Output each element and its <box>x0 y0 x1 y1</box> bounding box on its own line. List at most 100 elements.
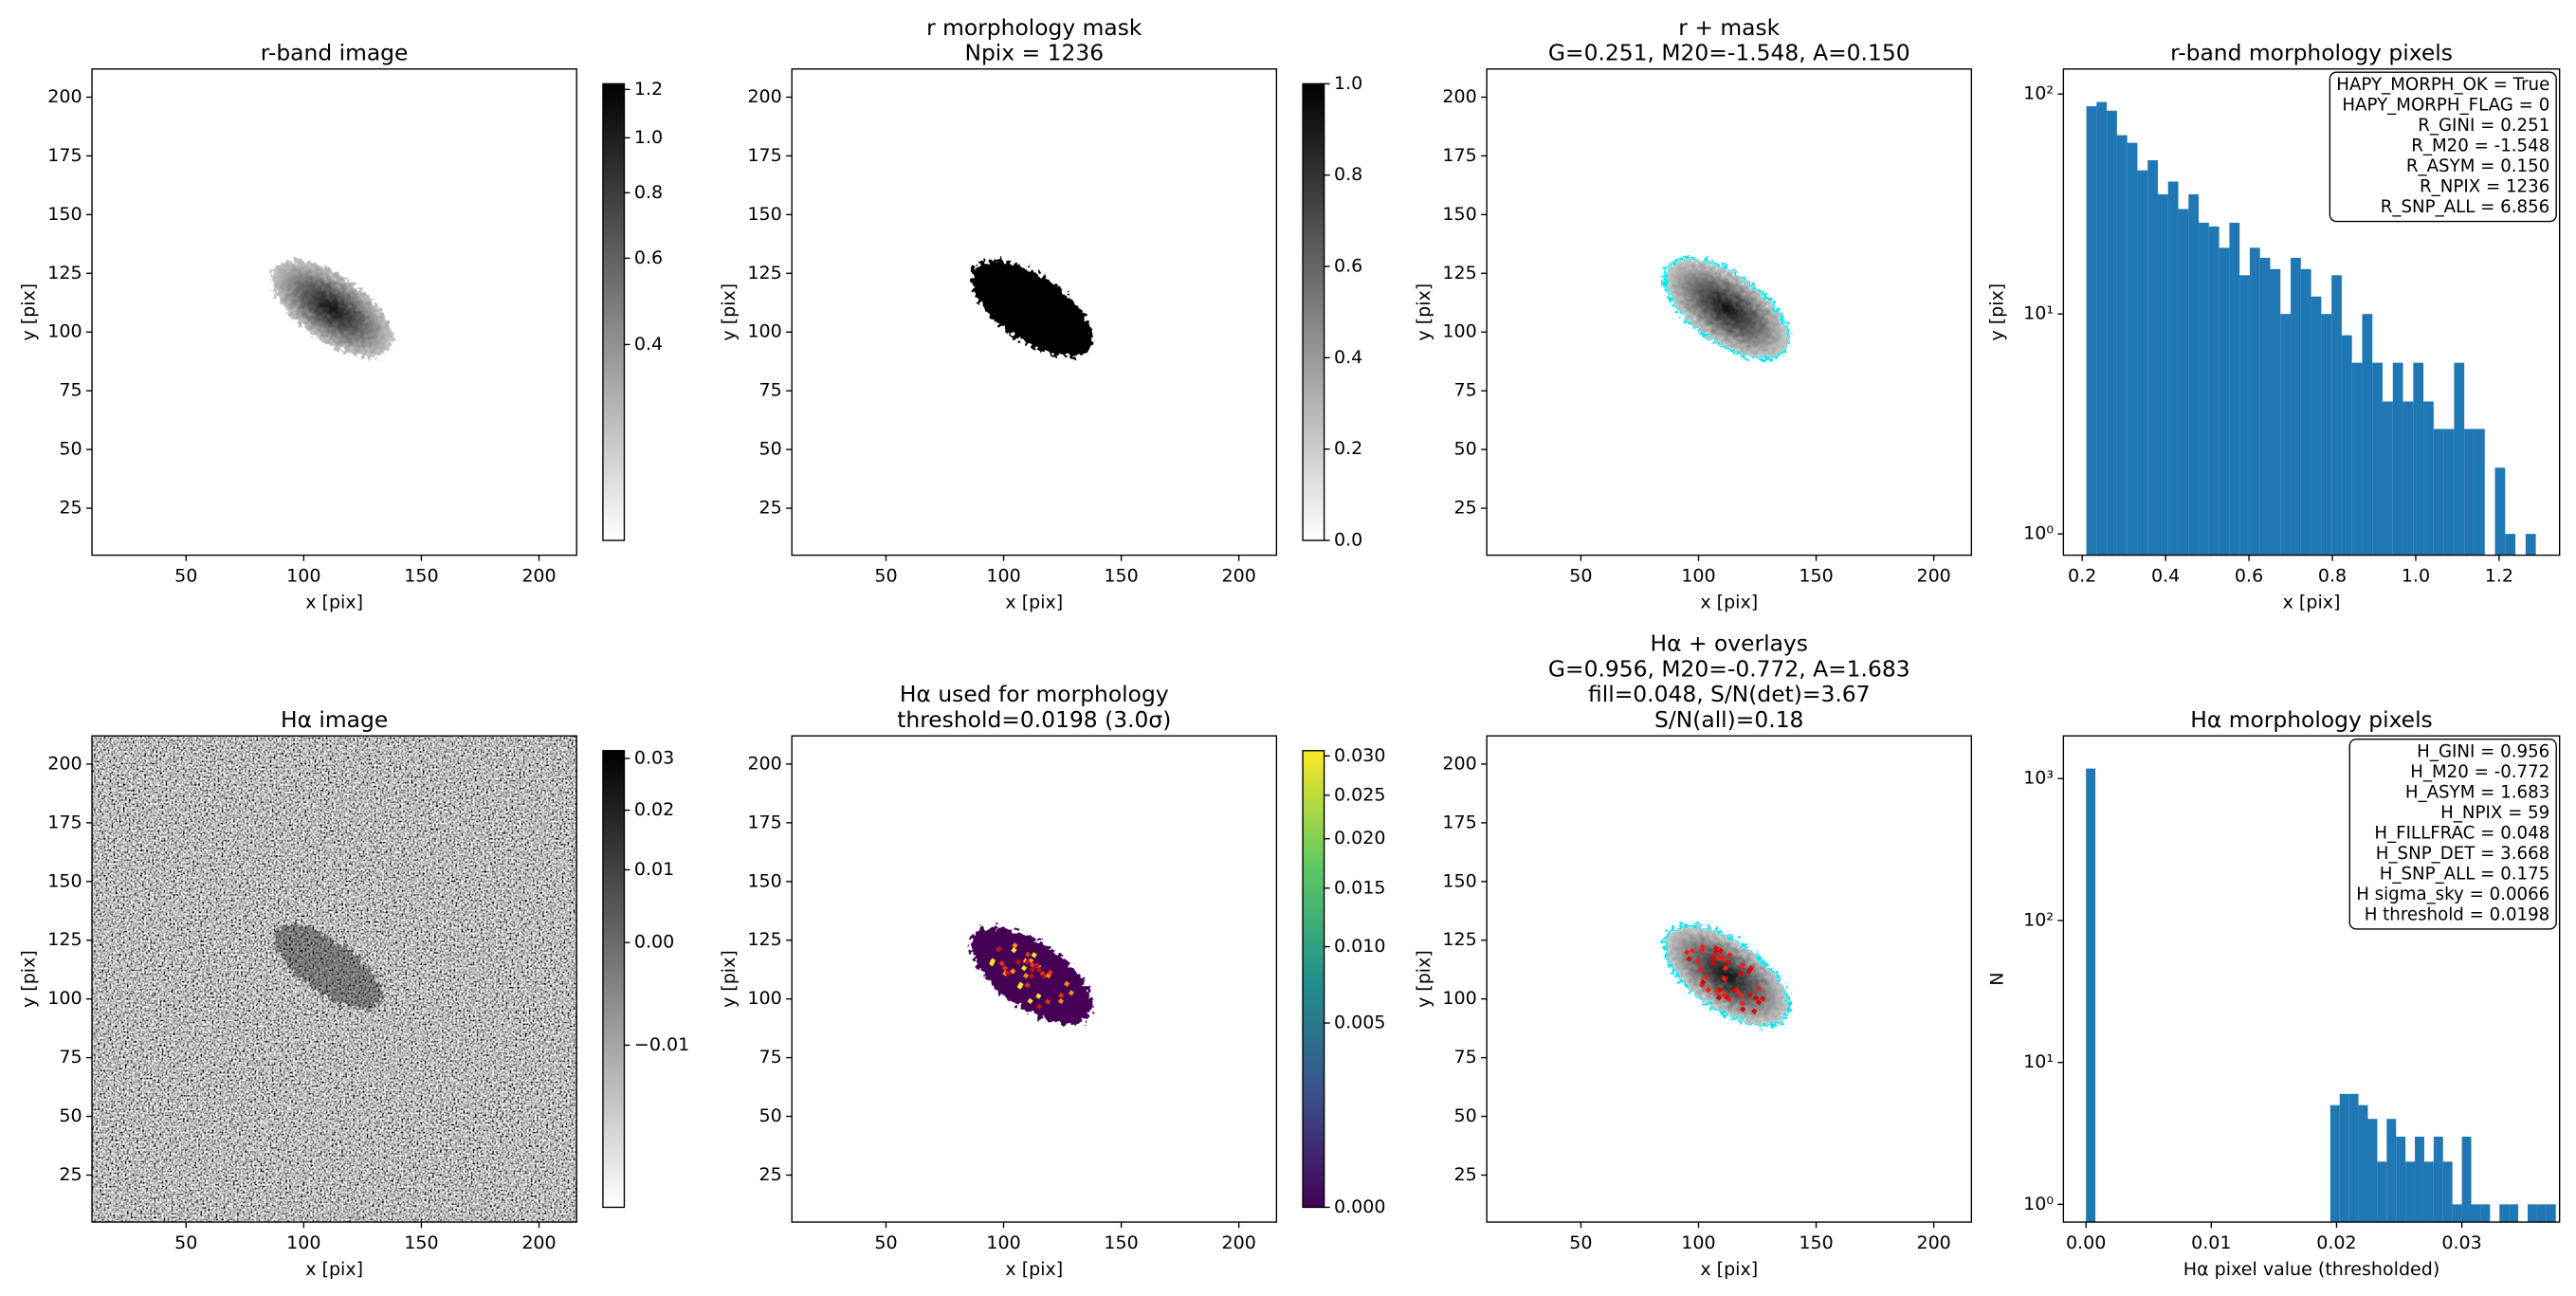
bright-pixel <box>1700 979 1707 986</box>
bright-pixel <box>1755 999 1762 1006</box>
panel: 50 100 150 200 25 50 75 100 125 150 175 200 x [pix] y… <box>719 681 1386 1280</box>
annotation-line: R_SNP_ALL = 6.856 <box>2381 197 2550 217</box>
x-tick-label: 100 <box>986 566 1020 587</box>
panel-title: r-band morphology pixels <box>2170 40 2453 66</box>
bright-pixel <box>1721 975 1727 982</box>
histogram-bar <box>2259 257 2271 556</box>
histogram-bar <box>2362 314 2373 556</box>
histogram-bar <box>2239 275 2250 556</box>
histogram-bar <box>2137 170 2148 556</box>
y-axis-label: N <box>1987 972 2008 985</box>
histogram-bar <box>2329 1104 2340 1223</box>
bright-pixel <box>1041 973 1048 979</box>
bright-pixel <box>1726 996 1732 1003</box>
y-axis-label: y [pix] <box>719 950 740 1008</box>
histogram-bar <box>2291 257 2301 556</box>
axes-frame <box>2062 735 2561 1223</box>
bright-pixel <box>1010 968 1016 975</box>
histogram-bar <box>2499 1204 2510 1223</box>
histogram-bar <box>2321 314 2332 556</box>
y-tick-label: 75 <box>59 1047 82 1068</box>
histogram-bar <box>2229 222 2240 556</box>
colorbar-tick-label: 0.6 <box>1334 256 1362 277</box>
x-axis-label: x [pix] <box>1005 592 1063 612</box>
x-tick-label: 0.8 <box>2318 566 2347 587</box>
y-tick-label: 150 <box>47 870 82 891</box>
bright-pixel <box>1689 947 1695 955</box>
x-tick-label: 150 <box>1799 566 1833 587</box>
panel: 0.2 0.4 0.6 0.8 1.0 1.2 10⁰ 10¹ 10² x [pix] y [pix… <box>1987 40 2561 612</box>
y-tick-label: 175 <box>47 812 82 832</box>
y-tick-label: 75 <box>59 380 82 401</box>
y-tick-label: 125 <box>47 929 82 950</box>
colorbar-tick-label: 0.025 <box>1334 784 1386 805</box>
bright-pixel <box>1709 954 1716 960</box>
histogram-bar <box>2116 135 2128 556</box>
colorbar-tick-label: 0.8 <box>634 182 663 203</box>
histogram-bar <box>2178 209 2189 556</box>
bright-pixel <box>1012 942 1018 949</box>
colorbar-tick-label: 1.2 <box>634 79 663 100</box>
bright-pixel <box>1022 973 1030 979</box>
bright-pixel <box>1068 990 1075 996</box>
annotation-line: H_FILLFRAC = 0.048 <box>2374 823 2549 843</box>
panel-title: r-band image <box>261 40 409 66</box>
histogram-bar <box>2386 1119 2397 1223</box>
histogram-bar <box>2208 226 2220 556</box>
histogram-bar <box>2452 1204 2462 1223</box>
axes-frame <box>791 735 1278 1223</box>
bright-pixel <box>1035 993 1042 999</box>
annotation-frame <box>2329 71 2557 223</box>
x-tick-label: 0.6 <box>2235 566 2263 587</box>
x-axis-label: x [pix] <box>2283 592 2341 612</box>
bright-pixel <box>1756 985 1763 992</box>
bright-pixel <box>1029 966 1036 973</box>
x-tick-label: 150 <box>404 566 438 587</box>
histogram-bar <box>2454 362 2465 556</box>
colorbar-tick-label: 0.015 <box>1334 877 1386 898</box>
axes-frame <box>91 735 577 1223</box>
annotation-line: H_SNP_ALL = 0.175 <box>2380 864 2550 884</box>
histogram-bar <box>2480 1204 2491 1223</box>
x-axis-label: x [pix] <box>1700 1259 1758 1280</box>
x-tick-label: 0.02 <box>2316 1232 2356 1253</box>
panel-title: Hα morphology pixels <box>2190 706 2432 733</box>
mask <box>971 260 1093 357</box>
panel-title: threshold=0.0198 (3.0σ) <box>897 706 1171 733</box>
y-tick-label: 10⁰ <box>2023 1194 2054 1214</box>
x-tick-label: 150 <box>1104 566 1138 587</box>
y-tick-label: 200 <box>747 86 781 107</box>
x-tick-label: 0.01 <box>2191 1232 2231 1253</box>
panel: 50 100 150 200 25 50 75 100 125 150 175 200 x [pix] y… <box>1414 14 1973 612</box>
x-tick-label: 100 <box>986 1232 1020 1253</box>
y-axis-label: y [pix] <box>19 950 40 1008</box>
y-tick-label: 25 <box>59 1164 82 1185</box>
colorbar-tick-label: 0.00 <box>634 932 674 953</box>
annotation-line: H_ASYM = 1.683 <box>2405 782 2549 802</box>
x-tick-label: 0.2 <box>2068 566 2096 587</box>
x-axis-label: x [pix] <box>305 592 363 612</box>
mask-outline <box>1663 257 1791 360</box>
histogram-bar <box>2331 275 2342 556</box>
x-tick-label: 200 <box>1916 1232 1950 1253</box>
source <box>1666 260 1788 357</box>
annotation-line: H threshold = 0.0198 <box>2365 904 2550 924</box>
bright-pixel <box>1014 958 1022 965</box>
y-tick-label: 175 <box>47 145 82 166</box>
annotation-line: H_GINI = 0.956 <box>2417 742 2549 762</box>
plot-area <box>1663 257 1791 360</box>
panel: 50 100 150 200 25 50 75 100 125 150 175 200 x [pix] y… <box>19 40 663 613</box>
colorbar <box>602 82 626 541</box>
bright-pixel <box>1709 959 1716 966</box>
histogram-bar <box>2442 1161 2453 1223</box>
bright-pixel <box>1697 966 1704 973</box>
y-tick-label: 150 <box>1442 870 1476 891</box>
plot-area <box>1663 923 1791 1028</box>
x-axis-label: x [pix] <box>1700 592 1758 612</box>
y-tick-label: 25 <box>759 1164 782 1185</box>
histogram-bar <box>2199 222 2209 556</box>
histogram-bar <box>2219 247 2230 556</box>
axes-frame <box>1486 68 1973 557</box>
panel-title: S/N(all)=0.18 <box>1654 706 1803 733</box>
